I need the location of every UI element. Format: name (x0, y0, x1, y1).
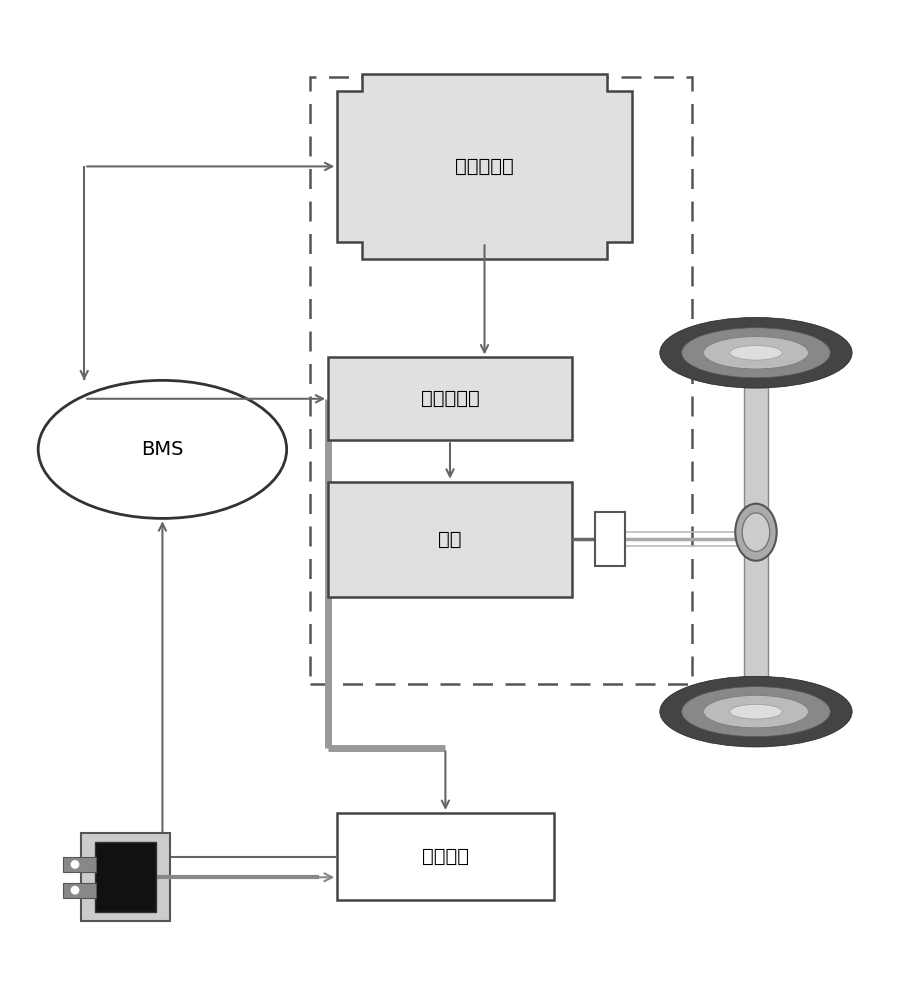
Polygon shape (337, 74, 631, 259)
Bar (63, 883, 96, 898)
Ellipse shape (682, 687, 831, 737)
Text: 动力电池: 动力电池 (422, 847, 469, 866)
Bar (95, 842, 156, 912)
Text: 电机: 电机 (438, 530, 462, 549)
Ellipse shape (703, 337, 809, 369)
Text: 电机控制器: 电机控制器 (421, 389, 479, 408)
Bar (595, 512, 625, 566)
Bar (337, 813, 554, 900)
Ellipse shape (660, 676, 852, 747)
Ellipse shape (703, 695, 809, 728)
Ellipse shape (682, 328, 831, 378)
Bar (328, 482, 572, 597)
Ellipse shape (736, 504, 776, 561)
Ellipse shape (742, 513, 770, 552)
Bar (744, 385, 768, 679)
Bar (309, 77, 691, 684)
Text: 整车控制器: 整车控制器 (455, 157, 514, 176)
Bar (81, 833, 170, 921)
Text: BMS: BMS (141, 440, 184, 459)
Bar (63, 857, 96, 872)
Ellipse shape (730, 345, 782, 360)
Circle shape (71, 886, 78, 894)
Ellipse shape (38, 380, 287, 518)
Ellipse shape (660, 317, 852, 388)
Bar (328, 357, 572, 440)
Circle shape (71, 861, 78, 868)
Ellipse shape (730, 704, 782, 719)
